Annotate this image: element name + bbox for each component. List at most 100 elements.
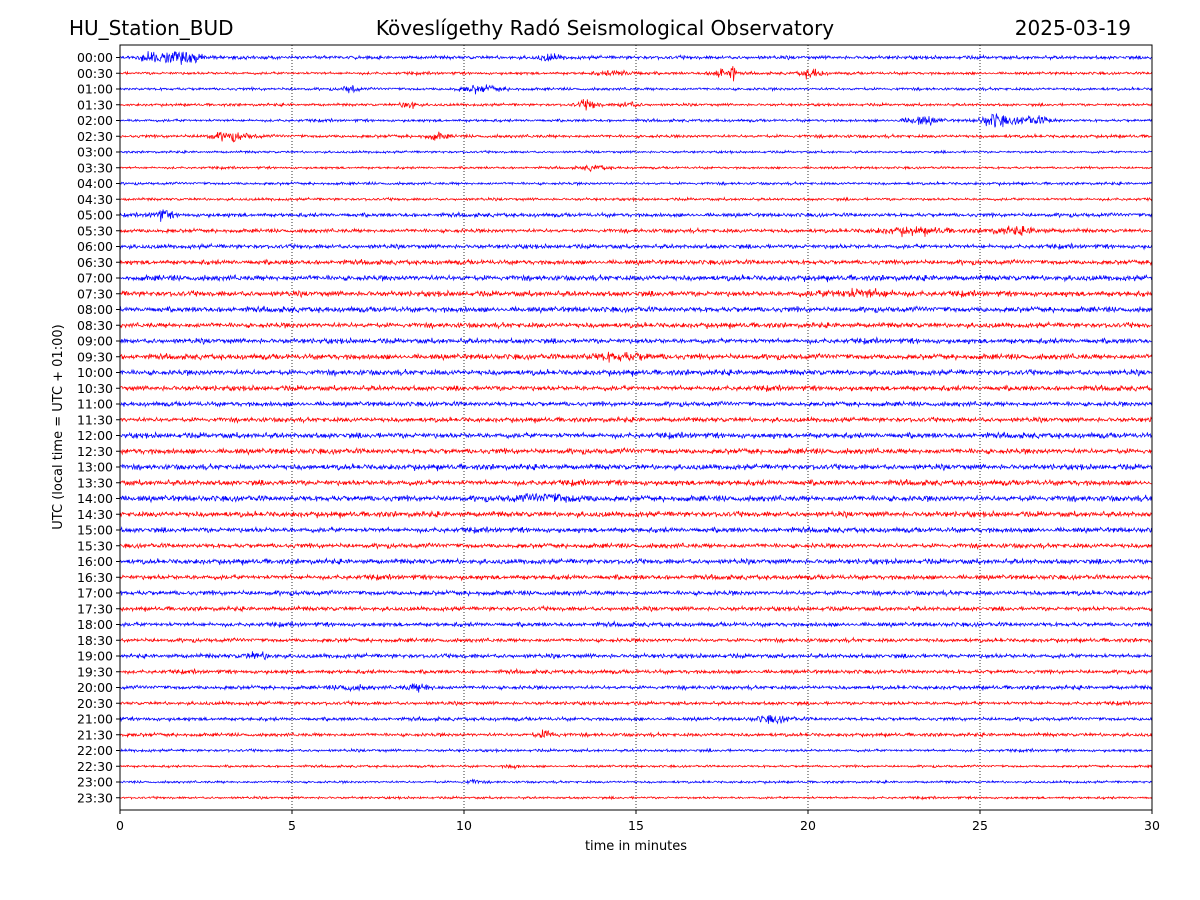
trace-0530 [119,225,1153,238]
trace-0230 [119,131,1153,143]
y-tick-label: 06:00 [77,239,113,254]
trace-2130 [119,729,1153,739]
y-tick-label: 06:30 [77,255,113,270]
trace-0730 [119,287,1153,299]
trace-1700 [119,588,1153,598]
y-tick-label: 22:30 [77,759,113,774]
y-axis-ticks: 00:0000:3001:0001:3002:0002:3003:0003:30… [77,50,120,805]
y-tick-label: 03:00 [77,145,113,160]
trace-0430 [119,196,1153,203]
y-tick-label: 02:00 [77,113,113,128]
trace-1130 [119,415,1153,424]
chart-title: Köveslígethy Radó Seismological Observat… [375,16,835,40]
y-tick-label: 14:00 [77,491,113,506]
y-tick-label: 21:00 [77,712,113,727]
trace-1900 [119,651,1153,661]
y-tick-label: 11:00 [77,397,113,412]
trace-2230 [119,763,1153,771]
y-tick-label: 08:00 [77,302,113,317]
y-tick-label: 04:00 [77,176,113,191]
trace-2030 [119,699,1153,707]
y-tick-label: 16:30 [77,570,113,585]
trace-2100 [119,715,1153,725]
trace-1030 [119,384,1153,392]
x-axis-ticks: 0 5 10 15 20 25 30 [116,810,1160,833]
x-tick-label: 20 [800,818,816,833]
trace-0600 [119,242,1153,251]
y-tick-label: 21:30 [77,727,113,742]
trace-1830 [119,636,1153,644]
y-tick-label: 09:30 [77,349,113,364]
trace-1430 [119,509,1153,519]
y-tick-label: 05:30 [77,223,113,238]
y-axis-label: UTC (local time = UTC + 01:00) [51,324,66,529]
y-tick-label: 18:30 [77,633,113,648]
y-tick-label: 01:00 [77,82,113,97]
x-axis-label: time in minutes [585,839,687,854]
y-tick-label: 23:30 [77,790,113,805]
trace-1400 [119,492,1153,504]
grid-lines [291,45,981,810]
trace-1730 [119,604,1153,613]
trace-2000 [119,682,1153,693]
y-tick-label: 00:00 [77,50,113,65]
date-label: 2025-03-19 [1014,16,1131,40]
trace-0000 [119,51,1153,65]
y-tick-label: 20:30 [77,696,113,711]
x-tick-label: 15 [628,818,644,833]
trace-0200 [119,112,1153,128]
y-tick-label: 17:30 [77,601,113,616]
x-tick-label: 10 [456,818,472,833]
y-tick-label: 12:00 [77,428,113,443]
trace-0830 [119,320,1153,330]
x-tick-label: 25 [972,818,988,833]
y-tick-label: 08:30 [77,318,113,333]
trace-2330 [119,795,1153,801]
y-tick-label: 00:30 [77,66,113,81]
y-tick-label: 04:30 [77,192,113,207]
y-tick-label: 11:30 [77,412,113,427]
y-tick-label: 02:30 [77,129,113,144]
y-tick-label: 19:00 [77,649,113,664]
y-tick-label: 10:00 [77,365,113,380]
trace-0400 [119,180,1153,187]
trace-1530 [119,541,1153,550]
trace-1500 [119,526,1153,535]
y-tick-label: 10:30 [77,381,113,396]
trace-0630 [119,258,1153,267]
trace-1100 [119,400,1153,409]
trace-1800 [119,620,1153,629]
trace-0800 [119,305,1153,315]
trace-0500 [119,209,1153,222]
x-tick-label: 5 [288,818,296,833]
y-tick-label: 07:30 [77,286,113,301]
y-tick-label: 09:00 [77,334,113,349]
x-tick-label: 0 [116,818,124,833]
y-tick-label: 23:00 [77,775,113,790]
trace-1230 [119,446,1153,456]
y-tick-label: 14:30 [77,507,113,522]
x-tick-label: 30 [1144,818,1160,833]
trace-0900 [119,336,1153,346]
y-tick-label: 01:30 [77,97,113,112]
y-tick-label: 12:30 [77,444,113,459]
trace-1630 [119,573,1152,582]
trace-0300 [120,149,1153,155]
station-label: HU_Station_BUD [69,16,234,40]
plot-frame [119,44,1153,811]
trace-0100 [119,84,1153,95]
trace-1330 [119,478,1153,488]
trace-1600 [119,557,1153,566]
trace-1930 [119,667,1153,676]
y-tick-label: 20:00 [77,680,113,695]
y-tick-label: 16:00 [77,554,113,569]
y-tick-label: 13:30 [77,475,113,490]
y-tick-label: 22:00 [77,743,113,758]
trace-2200 [119,747,1153,754]
y-tick-label: 13:00 [77,460,113,475]
y-tick-label: 15:00 [77,523,113,538]
seismogram-traces [119,51,1153,801]
trace-0130 [119,98,1153,111]
y-tick-label: 07:00 [77,271,113,286]
